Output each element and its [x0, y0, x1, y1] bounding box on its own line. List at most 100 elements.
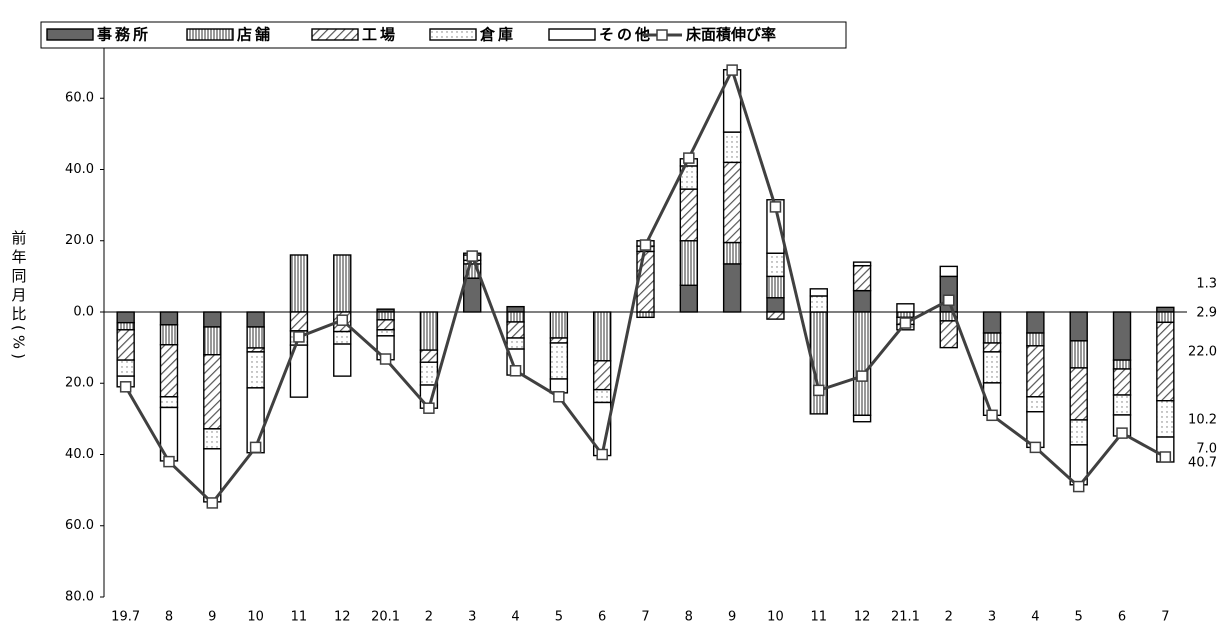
bar-segment — [246, 351, 265, 389]
bar-segment — [852, 289, 872, 313]
bar-segment — [159, 311, 179, 326]
bar-segment — [549, 311, 569, 339]
bar-segment — [722, 263, 742, 313]
growth-marker — [249, 441, 262, 454]
x-tick-label: 10 — [247, 610, 264, 625]
growth-marker — [899, 317, 912, 329]
growth-marker — [293, 331, 305, 343]
growth-marker — [856, 370, 868, 382]
y-tick-label: 60.0 — [65, 91, 94, 106]
legend-swatch — [429, 28, 477, 41]
bar-segment — [1156, 321, 1175, 402]
bar-segment — [116, 329, 135, 361]
legend-label: 床面積伸び率 — [686, 26, 776, 44]
bar-segment — [1069, 311, 1088, 342]
bar-segment — [766, 311, 785, 320]
bar-segment — [1156, 311, 1175, 324]
bar-segment — [463, 277, 482, 313]
annotation: 7.0 — [1196, 442, 1217, 457]
growth-marker — [683, 152, 695, 164]
y-tick-label: 80.0 — [65, 590, 94, 605]
y-tick-label: 20.0 — [65, 376, 94, 391]
bar-segment — [203, 354, 222, 430]
bar-segment — [289, 254, 309, 313]
growth-marker — [163, 455, 175, 468]
annotation: 2.9 — [1196, 306, 1217, 321]
x-tick-label: 9 — [728, 610, 736, 625]
bar-segment — [852, 264, 872, 292]
x-tick-label: 20.1 — [371, 610, 400, 625]
bar-segment — [116, 359, 135, 377]
legend-label: 店舗 — [237, 26, 273, 44]
x-tick-label: 12 — [334, 610, 351, 625]
bar-segment — [203, 311, 222, 328]
legend-swatch — [311, 28, 359, 41]
bar-segment — [1026, 345, 1045, 398]
x-tick-label: 4 — [1031, 610, 1039, 625]
bar-segment — [679, 284, 699, 313]
bar-segment — [1069, 340, 1088, 369]
x-tick-label: 4 — [511, 610, 519, 625]
growth-marker — [1072, 480, 1085, 493]
bar-segment — [592, 388, 612, 404]
bar-segment — [766, 199, 785, 254]
bar-segment — [766, 252, 785, 278]
bar-segment — [766, 275, 785, 299]
bar-segment — [982, 342, 1002, 353]
bar-segment — [1026, 311, 1045, 334]
annotation: 40.7 — [1188, 456, 1217, 471]
bar-segment — [809, 295, 828, 313]
bar-segment — [159, 344, 179, 398]
bar-segment — [376, 311, 395, 321]
x-tick-label: 8 — [165, 610, 173, 625]
legend-marker — [656, 29, 668, 41]
x-tick-label: 11 — [291, 610, 308, 625]
legend-label: 事務所 — [97, 26, 151, 44]
x-tick-label: 5 — [555, 610, 563, 625]
bar-segment — [592, 311, 612, 362]
growth-marker — [336, 314, 349, 326]
bar-segment — [549, 342, 569, 380]
growth-marker — [466, 250, 478, 262]
bar-segment — [289, 311, 309, 332]
bar-segment — [289, 344, 309, 398]
bar-segment — [592, 360, 612, 391]
growth-marker — [206, 497, 219, 509]
y-axis-label: 前年同月比(%) — [10, 230, 28, 363]
growth-marker — [596, 448, 608, 461]
annotation: 10.2 — [1188, 413, 1217, 428]
x-tick-label: 2 — [425, 610, 433, 625]
bar-segment — [636, 250, 655, 313]
bar-segment — [506, 305, 525, 313]
bar-segment — [246, 326, 265, 349]
legend-label: 倉庫 — [479, 26, 516, 44]
x-tick-label: 7 — [641, 610, 649, 625]
bar-segment — [549, 378, 569, 394]
x-tick-label: 6 — [1118, 610, 1126, 625]
bar-segment — [939, 320, 958, 349]
bar-segment — [246, 311, 265, 328]
growth-marker — [1029, 441, 1042, 454]
bar-segment — [549, 337, 569, 344]
growth-marker — [986, 409, 998, 422]
annotation: 22.0 — [1188, 345, 1217, 360]
x-tick-label: 7 — [1161, 610, 1169, 625]
x-tick-label: 12 — [854, 610, 871, 625]
bar-segment — [766, 297, 785, 313]
x-tick-label: 8 — [685, 610, 693, 625]
bar-segment — [419, 311, 439, 351]
bar-segment — [333, 330, 352, 345]
bar-segment — [982, 332, 1002, 344]
legend-swatch — [46, 28, 94, 41]
bar-segment — [1112, 311, 1132, 361]
bar-segment — [333, 343, 352, 377]
bar-segment — [419, 361, 439, 386]
bar-segment — [506, 321, 525, 339]
legend-label: その他 — [599, 26, 653, 44]
bar-segment — [852, 311, 872, 417]
bar-segment — [852, 261, 872, 267]
x-tick-label: 6 — [598, 610, 606, 625]
growth-marker — [509, 365, 522, 377]
annotation: 1.3 — [1196, 277, 1217, 292]
